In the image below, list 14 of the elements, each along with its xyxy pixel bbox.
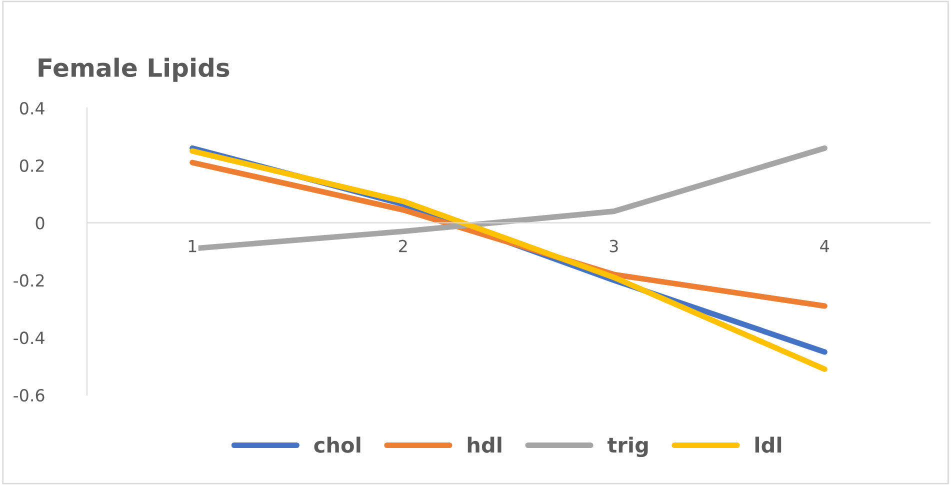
y-tick-label: 0.2 bbox=[20, 159, 44, 172]
y-tick-label: -0.2 bbox=[14, 274, 44, 287]
legend-label: ldl bbox=[755, 436, 782, 453]
y-tick-label: -0.4 bbox=[14, 332, 44, 344]
y-tick-label: -0.6 bbox=[14, 388, 44, 402]
legend-label: chol bbox=[314, 436, 360, 453]
y-tick-label: 0.4 bbox=[20, 102, 44, 115]
legend-label: hdl bbox=[468, 436, 502, 453]
x-tick-label: 2 bbox=[399, 240, 407, 252]
x-tick-label: 3 bbox=[610, 240, 618, 252]
chart-title: Female Lipids bbox=[38, 58, 230, 82]
y-tick-label: 0 bbox=[36, 216, 44, 230]
x-tick-label: 4 bbox=[820, 240, 829, 252]
legend-label: trig bbox=[607, 436, 648, 458]
